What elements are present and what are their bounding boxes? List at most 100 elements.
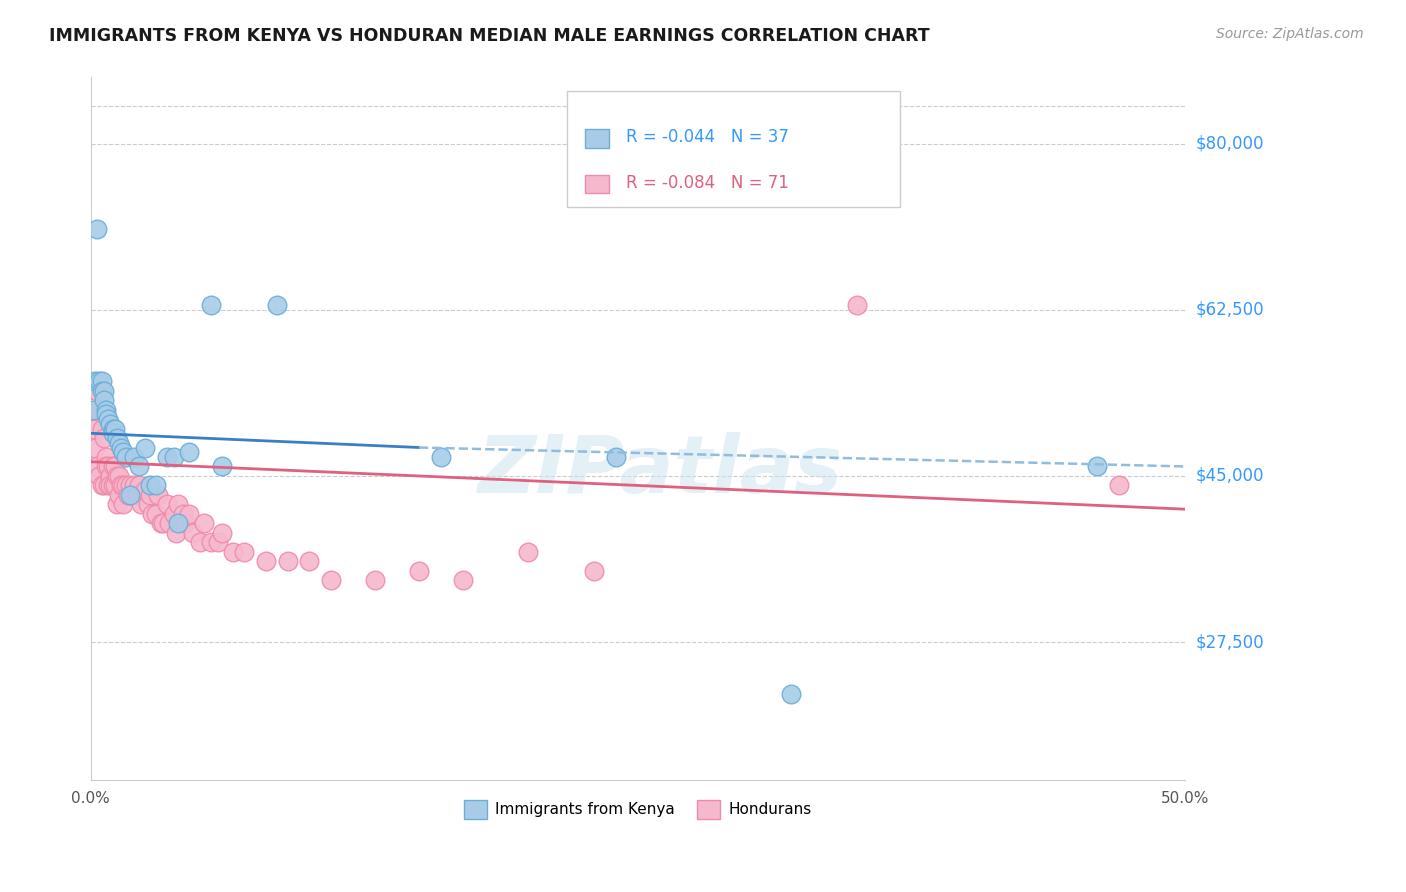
Point	[193, 516, 215, 531]
Point	[211, 459, 233, 474]
Text: ZIPatlas: ZIPatlas	[477, 432, 842, 509]
Point	[188, 535, 211, 549]
FancyBboxPatch shape	[567, 92, 900, 207]
Point	[114, 450, 136, 464]
Point	[128, 459, 150, 474]
Point	[232, 545, 254, 559]
Point	[408, 564, 430, 578]
Point	[134, 441, 156, 455]
Point	[138, 488, 160, 502]
Point	[207, 535, 229, 549]
Point	[605, 450, 627, 464]
Point	[582, 564, 605, 578]
Point	[277, 554, 299, 568]
Point	[97, 459, 120, 474]
Point	[200, 535, 222, 549]
Point	[128, 478, 150, 492]
Legend: Immigrants from Kenya, Hondurans: Immigrants from Kenya, Hondurans	[458, 794, 817, 824]
Point	[90, 478, 112, 492]
Text: IMMIGRANTS FROM KENYA VS HONDURAN MEDIAN MALE EARNINGS CORRELATION CHART: IMMIGRANTS FROM KENYA VS HONDURAN MEDIAN…	[49, 27, 929, 45]
Point	[117, 488, 139, 502]
Point	[1087, 459, 1109, 474]
Point	[211, 525, 233, 540]
Point	[108, 435, 131, 450]
Point	[86, 384, 108, 398]
Point	[845, 298, 868, 312]
Point	[82, 421, 104, 435]
Point	[97, 478, 120, 492]
Point	[110, 478, 132, 492]
Point	[93, 384, 115, 398]
Point	[163, 450, 186, 464]
Point	[104, 459, 127, 474]
Point	[149, 516, 172, 531]
Point	[145, 507, 167, 521]
Point	[114, 478, 136, 492]
Point	[136, 498, 159, 512]
Point	[118, 488, 141, 502]
FancyBboxPatch shape	[585, 175, 609, 194]
Point	[86, 222, 108, 236]
Point	[163, 507, 186, 521]
Point	[266, 298, 288, 312]
Text: $80,000: $80,000	[1197, 135, 1264, 153]
Text: $45,000: $45,000	[1197, 467, 1264, 485]
Point	[148, 488, 170, 502]
Point	[156, 498, 179, 512]
Point	[110, 441, 132, 455]
Point	[101, 426, 124, 441]
Point	[451, 574, 474, 588]
Point	[1108, 478, 1130, 492]
Point	[134, 483, 156, 498]
Point	[112, 445, 135, 459]
Point	[141, 507, 163, 521]
Point	[254, 554, 277, 568]
Point	[125, 488, 148, 502]
Point	[177, 445, 200, 459]
Point	[84, 441, 107, 455]
Text: Source: ZipAtlas.com: Source: ZipAtlas.com	[1216, 27, 1364, 41]
Point	[321, 574, 343, 588]
Point	[94, 450, 117, 464]
Text: $62,500: $62,500	[1197, 301, 1264, 319]
Point	[124, 478, 146, 492]
Point	[183, 525, 205, 540]
Point	[108, 488, 131, 502]
Point	[129, 498, 152, 512]
Point	[82, 402, 104, 417]
Point	[157, 516, 180, 531]
Point	[97, 412, 120, 426]
Point	[152, 516, 174, 531]
Point	[118, 478, 141, 492]
Point	[93, 392, 115, 407]
Point	[89, 402, 111, 417]
Text: $27,500: $27,500	[1197, 633, 1264, 651]
Point	[200, 298, 222, 312]
Point	[90, 384, 112, 398]
Point	[165, 525, 187, 540]
Point	[517, 545, 540, 559]
Point	[93, 431, 115, 445]
Point	[84, 374, 107, 388]
Point	[780, 687, 803, 701]
Point	[105, 469, 128, 483]
Point	[167, 498, 190, 512]
Point	[98, 469, 121, 483]
Point	[222, 545, 245, 559]
Point	[89, 469, 111, 483]
Point	[121, 488, 143, 502]
Point	[101, 478, 124, 492]
Point	[173, 516, 195, 531]
Point	[90, 421, 112, 435]
FancyBboxPatch shape	[585, 129, 609, 148]
Point	[101, 421, 124, 435]
Point	[94, 459, 117, 474]
Point	[430, 450, 453, 464]
Point	[108, 469, 131, 483]
Point	[101, 459, 124, 474]
Point	[112, 498, 135, 512]
Point	[86, 459, 108, 474]
Point	[93, 478, 115, 492]
Point	[94, 407, 117, 421]
Text: R = -0.044   N = 37: R = -0.044 N = 37	[626, 128, 789, 146]
